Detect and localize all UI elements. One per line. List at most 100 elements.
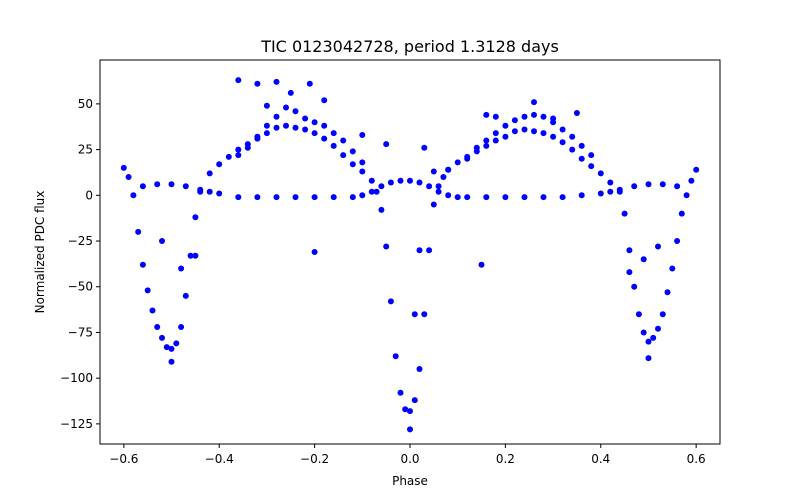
data-point — [168, 345, 175, 352]
data-point — [254, 133, 261, 140]
x-tick-label: −0.4 — [205, 452, 234, 466]
data-point — [378, 183, 385, 190]
x-tick-label: 0.2 — [496, 452, 515, 466]
data-point — [216, 161, 223, 168]
data-point — [120, 164, 127, 171]
data-point — [139, 261, 146, 268]
data-point — [383, 243, 390, 250]
data-point — [292, 124, 299, 131]
data-point — [392, 353, 399, 360]
data-point — [645, 355, 652, 362]
data-point — [688, 177, 695, 184]
data-point — [383, 141, 390, 148]
data-point — [340, 152, 347, 159]
data-point — [192, 252, 199, 259]
data-point — [445, 166, 452, 173]
data-point — [321, 135, 328, 142]
data-point — [330, 194, 337, 201]
data-point — [483, 137, 490, 144]
data-point — [631, 183, 638, 190]
y-tick-label: −75 — [68, 325, 93, 339]
data-point — [244, 144, 251, 151]
data-point — [569, 146, 576, 153]
data-point — [492, 113, 499, 120]
data-point — [235, 194, 242, 201]
data-point — [407, 177, 413, 184]
x-tick-label: −0.2 — [300, 452, 329, 466]
data-point — [502, 122, 509, 129]
data-point — [254, 194, 261, 201]
data-point — [502, 133, 509, 140]
data-point — [559, 194, 566, 201]
data-point — [502, 194, 509, 201]
data-point — [182, 183, 189, 190]
data-point — [235, 152, 242, 159]
data-point — [411, 311, 418, 318]
data-point — [540, 130, 547, 137]
data-point — [292, 194, 299, 201]
x-tick-label: 0.6 — [687, 452, 706, 466]
data-point — [154, 181, 161, 188]
data-point — [645, 338, 652, 345]
x-tick-label: 0.0 — [400, 452, 419, 466]
data-point — [321, 122, 328, 129]
data-point — [531, 128, 537, 135]
data-point — [378, 206, 385, 213]
x-tick-label: −0.6 — [109, 452, 138, 466]
data-point — [640, 256, 647, 263]
data-point — [135, 228, 142, 235]
data-point — [130, 192, 137, 199]
data-point — [144, 287, 151, 294]
data-point — [492, 130, 499, 137]
data-point — [569, 133, 576, 140]
data-point — [263, 130, 270, 137]
y-tick-label: −50 — [68, 280, 93, 294]
data-point — [693, 166, 700, 173]
data-point — [402, 406, 409, 413]
data-point — [306, 80, 313, 87]
data-point — [416, 179, 423, 186]
data-point — [597, 170, 604, 177]
data-point — [521, 113, 528, 120]
data-point — [674, 238, 681, 244]
data-point — [407, 426, 413, 433]
data-point — [674, 183, 681, 190]
data-point — [669, 265, 676, 272]
data-point — [387, 179, 394, 186]
data-point — [349, 161, 356, 168]
data-point — [573, 110, 580, 116]
data-point — [435, 188, 442, 195]
data-point — [273, 124, 280, 131]
data-point — [273, 78, 280, 85]
data-point — [311, 249, 318, 255]
data-point — [182, 292, 189, 299]
data-point — [206, 188, 213, 195]
data-point — [359, 168, 366, 175]
data-point — [483, 194, 490, 201]
data-point — [540, 194, 547, 201]
data-point — [621, 210, 628, 217]
data-point — [559, 139, 566, 146]
data-point — [531, 99, 537, 106]
data-point — [349, 148, 356, 155]
data-point — [588, 152, 595, 159]
data-point — [302, 115, 309, 122]
data-point — [631, 283, 638, 290]
data-point — [664, 289, 671, 296]
data-point — [311, 194, 318, 201]
data-point — [311, 130, 318, 137]
data-point — [492, 137, 499, 144]
data-point — [368, 177, 375, 184]
data-point — [273, 194, 280, 201]
data-point — [311, 119, 318, 126]
data-point — [678, 210, 685, 217]
data-point — [483, 142, 490, 149]
data-point — [464, 194, 471, 201]
data-point — [302, 126, 309, 133]
data-point — [359, 159, 366, 166]
data-point — [187, 252, 194, 259]
data-point — [445, 192, 452, 199]
y-tick-label: −125 — [60, 417, 93, 431]
data-point — [216, 190, 223, 197]
data-point — [454, 159, 461, 166]
